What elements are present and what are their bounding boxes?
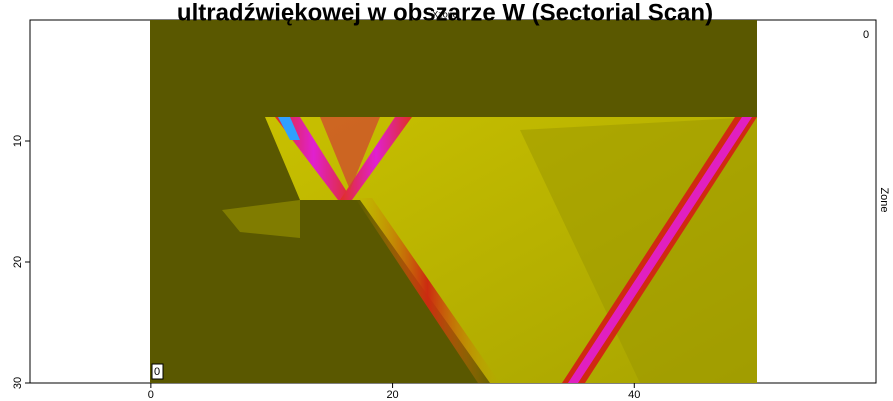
- y-tick-label: 20: [12, 256, 24, 268]
- y-tick-label: 30: [12, 377, 24, 389]
- y-tick-label: 10: [12, 135, 24, 147]
- x-tick-label: 40: [628, 389, 640, 401]
- scan-image: [150, 20, 757, 383]
- x-tick-label: 0: [148, 389, 154, 401]
- x-axis-label: Xzone: [432, 9, 458, 19]
- x-tick-label: 20: [386, 389, 398, 401]
- annotation: 0: [863, 29, 869, 41]
- chart: 0 0 ultradźwiękowej w obszarze W (Sector…: [0, 0, 893, 401]
- annotation: 0: [154, 366, 160, 378]
- y2-axis-label: Zone: [878, 187, 890, 212]
